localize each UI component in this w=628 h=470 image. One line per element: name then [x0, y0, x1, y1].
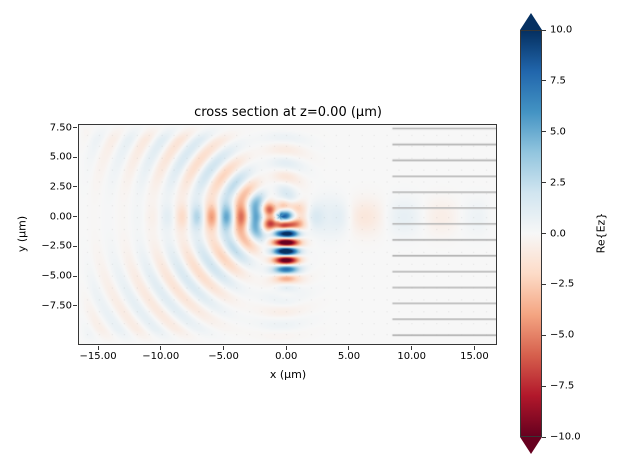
x-tick-mark	[411, 346, 413, 350]
x-tick-mark	[223, 346, 225, 350]
colorbar-tick-mark	[542, 385, 546, 387]
colorbar-label: Re{Ez}	[594, 212, 608, 254]
colorbar-tick-label: 10.0	[550, 24, 573, 36]
y-tick-mark	[73, 305, 77, 307]
colorbar-tick-label: −2.5	[550, 278, 575, 290]
x-tick-label: −15.00	[79, 351, 117, 362]
y-tick-label: 2.50	[49, 181, 72, 193]
x-tick-mark	[348, 346, 350, 350]
colorbar-tick-mark	[542, 182, 546, 184]
y-tick-label: −7.50	[41, 300, 72, 312]
colorbar-tick-label: −5.0	[550, 329, 575, 341]
colorbar-tick-mark	[542, 29, 546, 31]
colorbar-tick-mark	[542, 131, 546, 133]
colorbar-extend-max-arrow	[520, 13, 542, 30]
colorbar-tick-mark	[542, 80, 546, 82]
colorbar-gradient	[520, 30, 542, 437]
colorbar-tick-label: 7.5	[550, 75, 566, 87]
y-tick-label: −5.00	[41, 270, 72, 282]
x-tick-label: 10.00	[397, 351, 427, 362]
colorbar-tick-mark	[542, 436, 546, 438]
y-tick-label: −2.50	[41, 240, 72, 252]
colorbar-tick-label: 2.5	[550, 177, 566, 189]
y-tick-mark	[73, 245, 77, 247]
colorbar-tick-label: 0.0	[550, 228, 566, 239]
y-tick-mark	[73, 216, 77, 218]
field-heatmap	[79, 125, 496, 344]
y-tick-label: 0.00	[49, 211, 72, 223]
x-tick-label: −5.00	[208, 351, 239, 362]
colorbar-extend-min-arrow	[520, 437, 542, 454]
x-tick-mark	[285, 346, 287, 350]
x-tick-mark	[160, 346, 162, 350]
chart-title: cross section at z=0.00 (μm)	[194, 105, 382, 120]
x-axis-label: x (μm)	[269, 368, 307, 381]
x-tick-label: 15.00	[460, 351, 489, 362]
y-tick-mark	[73, 275, 77, 277]
colorbar-tick-mark	[542, 334, 546, 336]
colorbar-tick-label: 5.0	[550, 126, 566, 138]
colorbar-tick-label: −7.5	[550, 380, 575, 392]
plot-area	[78, 124, 497, 345]
colorbar-tick-mark	[542, 283, 546, 285]
colorbar-tick-label: −10.0	[550, 431, 581, 443]
y-tick-mark	[73, 127, 77, 129]
y-tick-label: 5.00	[49, 151, 72, 163]
x-tick-label: −10.00	[142, 351, 180, 362]
colorbar-tick-mark	[542, 233, 546, 234]
x-tick-label: 0.00	[275, 351, 298, 362]
y-tick-mark	[73, 186, 77, 188]
x-tick-mark	[473, 346, 475, 350]
x-tick-mark	[97, 346, 99, 350]
y-tick-mark	[73, 156, 77, 158]
y-tick-label: 7.50	[49, 122, 72, 134]
x-tick-label: 5.00	[337, 351, 361, 362]
